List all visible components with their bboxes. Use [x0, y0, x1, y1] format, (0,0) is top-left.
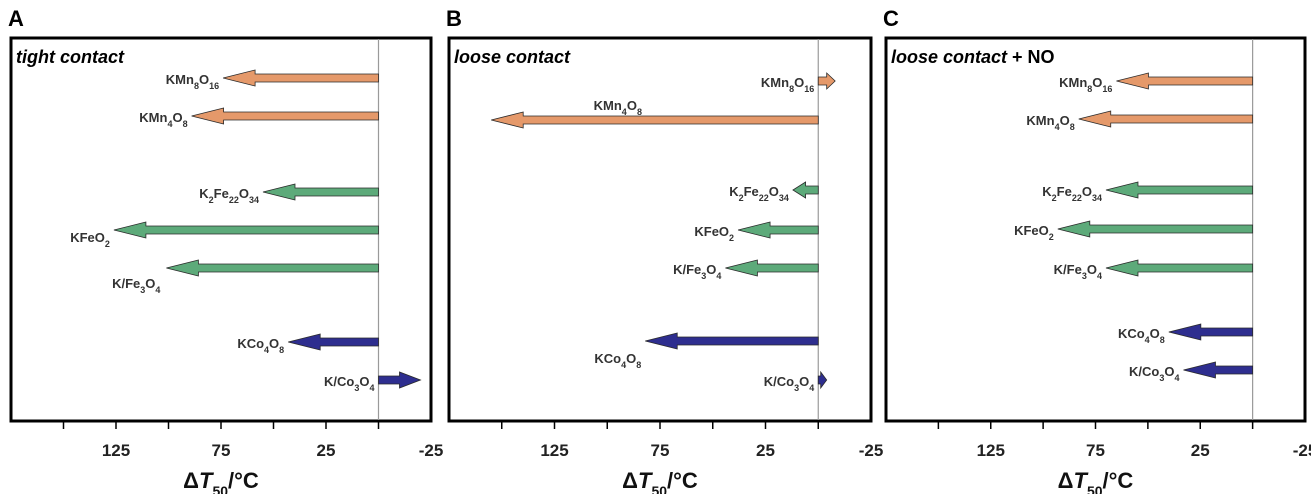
bar-arrow-kco4o8 [645, 332, 819, 350]
panel-title: tight contact [16, 47, 125, 67]
bar-label: K2Fe22O34 [1042, 184, 1102, 203]
x-tick-label: 75 [651, 441, 670, 460]
bar-label: KMn8O16 [761, 75, 814, 94]
bar-label: K/Fe3O4 [112, 276, 160, 295]
x-tick-label: -25 [859, 441, 884, 460]
bar-label: KMn4O8 [1026, 113, 1074, 132]
bar-arrow-kfeo2 [737, 221, 819, 239]
x-tick-label: 125 [977, 441, 1005, 460]
bar-arrow-k-co3o4 [817, 370, 828, 390]
x-tick-label: 25 [1191, 441, 1210, 460]
bar-arrow-kco4o8 [1168, 323, 1254, 341]
bar-label: KMn8O16 [1059, 75, 1112, 94]
bar-label: KMn4O8 [594, 98, 642, 117]
x-tick-label: -25 [1293, 441, 1311, 460]
x-axis-title: ΔT50/°C [622, 468, 698, 494]
bar-arrow-kmn8o16 [223, 69, 379, 87]
bar-label: K/Co3O4 [324, 374, 375, 393]
bar-label: K2Fe22O34 [199, 186, 259, 205]
x-tick-label: 125 [102, 441, 130, 460]
x-tick-label: 25 [756, 441, 775, 460]
bar-label: K/Co3O4 [764, 374, 815, 393]
x-tick-label: -25 [419, 441, 444, 460]
bar-arrow-k2fe22o34 [792, 181, 819, 199]
bar-arrow-k-fe3o4 [166, 259, 379, 277]
bar-arrow-k-fe3o4 [1105, 259, 1254, 277]
bar-label: KFeO2 [1014, 223, 1054, 242]
panel-title: loose contact [454, 47, 571, 67]
bar-arrow-k2fe22o34 [262, 183, 379, 201]
bar-label: KCo4O8 [1118, 326, 1165, 345]
bar-arrow-kmn4o8 [491, 111, 819, 129]
bar-label: K/Fe3O4 [1054, 262, 1102, 281]
bar-arrow-kmn8o16 [817, 72, 836, 90]
bar-arrow-k-fe3o4 [725, 259, 819, 277]
x-axis-title: ΔT50/°C [1058, 468, 1134, 494]
bar-arrow-kmn4o8 [191, 107, 379, 125]
panel-title: loose contact + NO [891, 47, 1055, 67]
bar-arrow-kco4o8 [288, 333, 379, 351]
bar-arrow-kmn4o8 [1078, 110, 1254, 128]
bar-arrow-k-co3o4 [378, 371, 422, 389]
bar-label: KCo4O8 [594, 351, 641, 370]
bar-arrow-kfeo2 [1057, 220, 1254, 238]
bar-arrow-k-co3o4 [1183, 361, 1254, 379]
bar-arrow-kmn8o16 [1116, 72, 1254, 90]
x-tick-label: 75 [1086, 441, 1105, 460]
bar-label: KCo4O8 [237, 336, 284, 355]
x-tick-label: 125 [540, 441, 568, 460]
x-tick-label: 25 [317, 441, 336, 460]
x-axis-title: ΔT50/°C [183, 468, 259, 494]
panel-letter: C [883, 6, 899, 31]
bar-label: K2Fe22O34 [729, 184, 789, 203]
panel-letter: B [446, 6, 462, 31]
bar-label: KMn8O16 [166, 72, 219, 91]
bar-arrow-kfeo2 [113, 221, 379, 239]
bar-label: KFeO2 [70, 230, 110, 249]
panel-letter: A [8, 6, 24, 31]
bar-label: KFeO2 [694, 224, 734, 243]
x-tick-label: 75 [212, 441, 231, 460]
bar-label: KMn4O8 [139, 110, 187, 129]
bar-label: K/Fe3O4 [673, 262, 721, 281]
bar-label: K/Co3O4 [1129, 364, 1180, 383]
bar-arrow-k2fe22o34 [1105, 181, 1254, 199]
